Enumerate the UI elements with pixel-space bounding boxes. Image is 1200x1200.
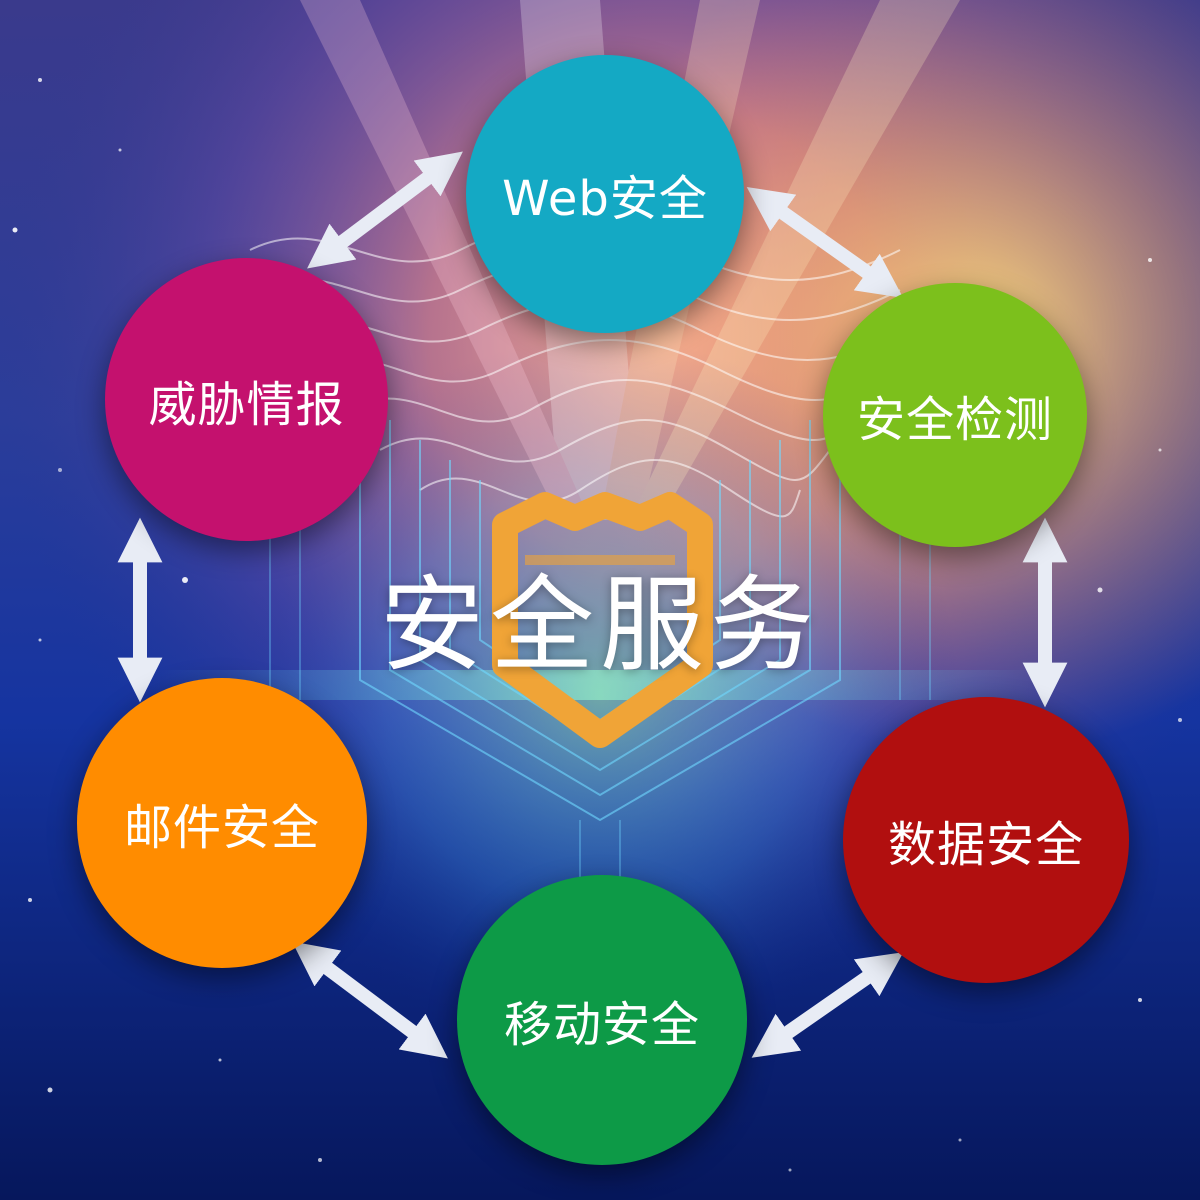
node-threat-intelligence[interactable]: 威胁情报	[105, 258, 388, 541]
shield-icon	[492, 492, 713, 748]
node-label: 邮件安全	[123, 800, 320, 856]
arrow-threat-web	[307, 151, 463, 269]
arrow-mobile-mail	[292, 941, 448, 1059]
node-security-detection[interactable]: 安全检测	[823, 283, 1087, 547]
arrow-web-detect	[746, 187, 904, 298]
node-mail-security[interactable]: 邮件安全	[77, 678, 367, 968]
node-label: 威胁情报	[148, 376, 345, 433]
center-title: 安全服务	[379, 564, 820, 686]
node-label: Web安全	[502, 171, 708, 227]
circuit-lines	[269, 520, 931, 880]
glow-band	[150, 670, 1050, 700]
node-web-security[interactable]: Web安全	[466, 55, 744, 333]
node-data-security[interactable]: 数据安全	[843, 697, 1129, 983]
node-label: 移动安全	[503, 997, 700, 1053]
node-mobile-security[interactable]: 移动安全	[457, 875, 747, 1165]
node-label: 数据安全	[887, 817, 1084, 873]
node-label: 安全检测	[856, 392, 1053, 448]
arrow-data-mobile	[751, 952, 904, 1058]
